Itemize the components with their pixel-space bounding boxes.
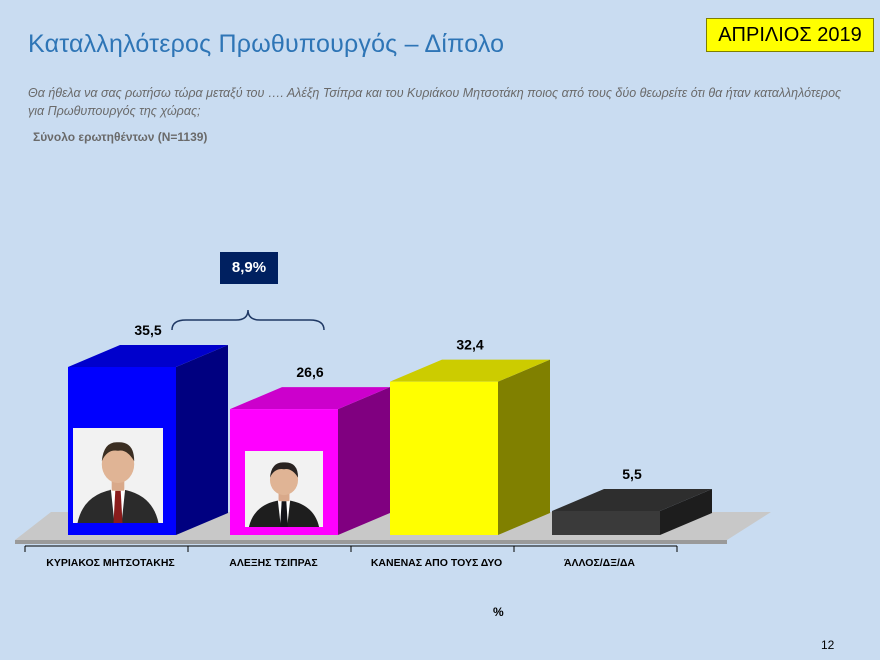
- tie-shape: [113, 490, 123, 523]
- bar-top: [390, 359, 550, 382]
- tsipras-photo: [245, 451, 323, 527]
- page-title: Καταλληλότερος Πρωθυπουργός – Δίπολο: [28, 30, 505, 58]
- bar-side: [176, 345, 228, 535]
- bar-side: [660, 489, 712, 535]
- difference-label: 8,9%: [220, 252, 278, 284]
- face-shape: [101, 445, 135, 484]
- mitsotakis-photo: [73, 428, 163, 523]
- bar-value-label: 5,5: [622, 466, 642, 482]
- bar-side: [498, 359, 550, 535]
- bar-top: [552, 489, 712, 511]
- page-number: 12: [821, 638, 835, 652]
- neck-shape: [278, 490, 290, 502]
- category-label: ΑΛΕΞΗΣ ΤΣΙΠΡΑΣ: [229, 557, 317, 569]
- bar-front: [552, 511, 660, 535]
- bar-top: [230, 387, 390, 410]
- hair-shape: [101, 442, 135, 462]
- bar-front: [390, 381, 498, 535]
- hair-shape: [269, 462, 299, 478]
- chart-floor-edge: [15, 540, 727, 544]
- difference-brace: [171, 309, 325, 331]
- tie-shape: [280, 501, 288, 527]
- category-label: ΚΥΡΙΑΚΟΣ ΜΗΤΣΟΤΑΚΗΣ: [46, 557, 174, 569]
- sample-base: Σύνολο ερωτηθέντων (N=1139): [33, 130, 208, 144]
- bar-top: [68, 345, 228, 367]
- face-shape: [269, 464, 299, 496]
- bar-side: [338, 387, 390, 535]
- category-label: ΚΑΝΕΝΑΣ ΑΠΟ ΤΟΥΣ ΔΥΟ: [371, 557, 502, 569]
- bar-value-label: 26,6: [296, 364, 323, 380]
- date-badge: ΑΠΡΙΛΙΟΣ 2019: [706, 18, 874, 52]
- x-axis-unit: %: [493, 605, 504, 619]
- survey-question: Θα ήθελα να σας ρωτήσω τώρα μεταξύ του ……: [28, 86, 842, 118]
- category-label: ΆΛΛΟΣ/ΔΞ/ΔΑ: [564, 557, 635, 569]
- bar-value-label: 35,5: [134, 322, 161, 338]
- bar-value-label: 32,4: [456, 337, 483, 353]
